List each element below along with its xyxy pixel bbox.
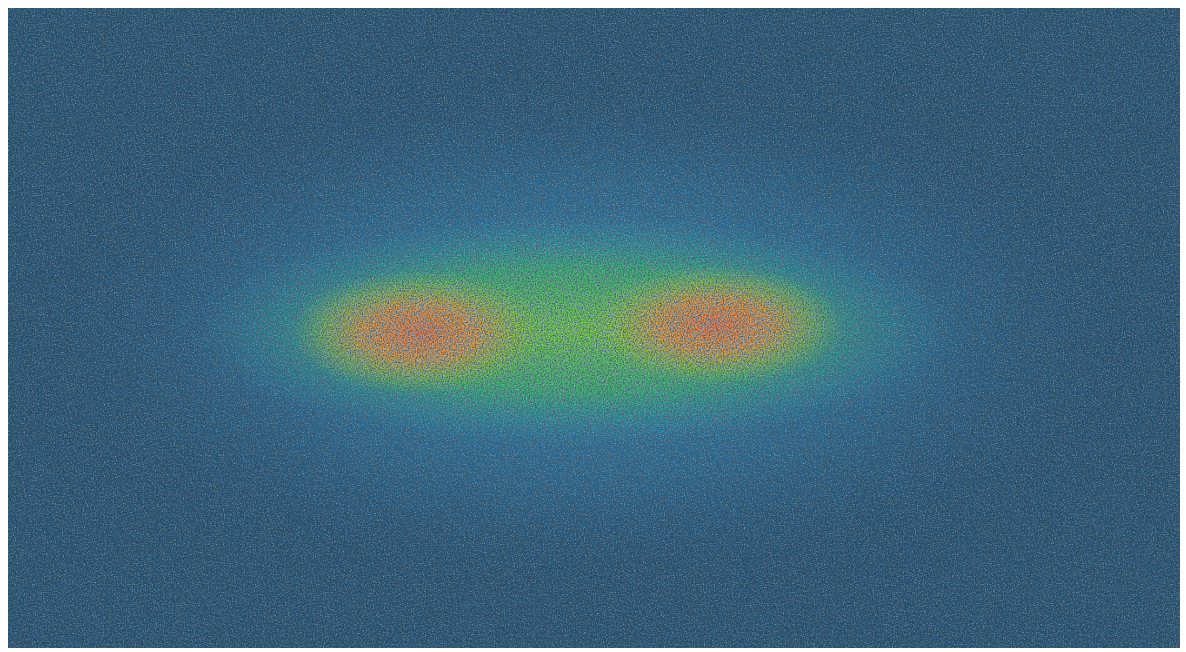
image-area	[8, 8, 1180, 648]
light-noise	[8, 8, 1180, 648]
